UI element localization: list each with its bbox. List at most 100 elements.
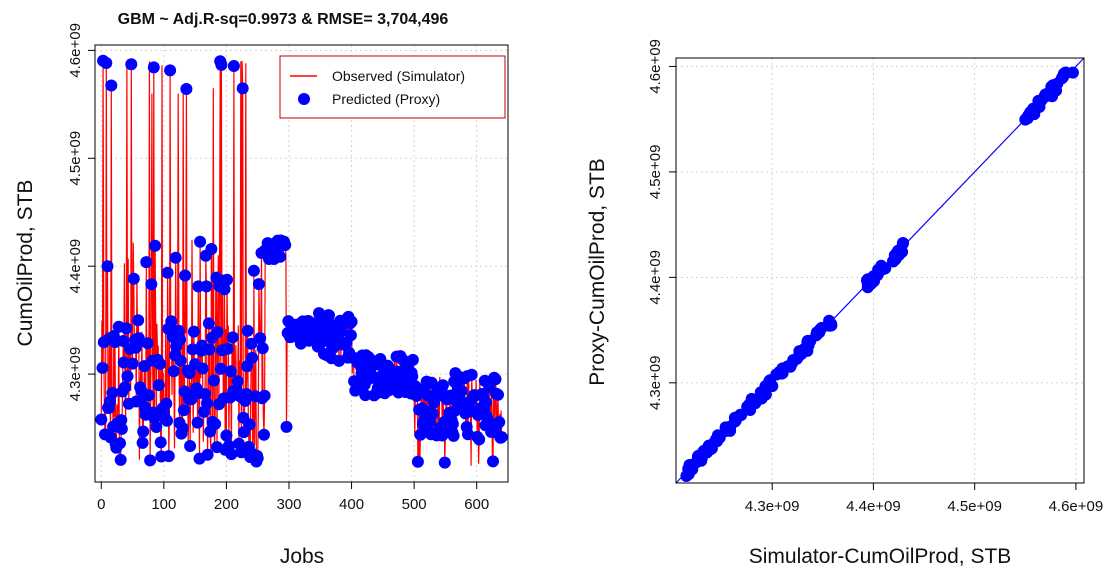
predicted-point <box>258 428 270 441</box>
y-tick-label: 4.5e+09 <box>67 131 84 186</box>
scatter-point <box>875 259 888 272</box>
right-gridlines <box>676 58 1084 483</box>
predicted-point <box>426 407 439 420</box>
predicted-point <box>324 318 337 330</box>
scatter-point <box>699 445 711 458</box>
scatter-point <box>896 237 909 250</box>
y-tick-label: 4.6e+09 <box>647 39 664 94</box>
predicted-point <box>202 317 215 330</box>
predicted-point <box>226 331 239 344</box>
predicted-point <box>161 266 174 279</box>
predicted-point <box>154 436 167 449</box>
predicted-point <box>154 358 167 370</box>
predicted-point <box>256 342 269 355</box>
predicted-point <box>105 79 118 92</box>
predicted-point <box>114 437 126 450</box>
predicted-point <box>120 322 133 335</box>
predicted-point <box>115 414 128 427</box>
predicted-point <box>194 235 207 248</box>
scatter-point <box>1066 66 1079 79</box>
right-x-ticks: 4.3e+09 4.4e+09 4.5e+09 4.6e+09 <box>745 483 1103 515</box>
predicted-point <box>345 315 358 328</box>
x-tick-label: 300 <box>276 496 301 513</box>
predicted-point <box>127 272 140 285</box>
predicted-point <box>258 389 271 402</box>
left-chart: GBM ~ Adj.R-sq=0.9973 & RMSE= 3,704,496 … <box>14 11 509 568</box>
right-scatter-points <box>680 66 1079 482</box>
predicted-point <box>251 452 264 465</box>
scatter-point <box>734 408 747 421</box>
predicted-point <box>164 64 177 77</box>
predicted-point <box>162 450 175 463</box>
predicted-point <box>447 429 460 442</box>
predicted-point <box>220 429 233 442</box>
predicted-point <box>254 332 267 345</box>
predicted-point <box>236 82 249 95</box>
predicted-point <box>126 357 139 370</box>
predicted-point <box>489 373 502 386</box>
predicted-point <box>252 278 265 291</box>
predicted-point <box>406 370 419 383</box>
predicted-point <box>179 269 192 282</box>
left-y-axis-title: CumOilProd, STB <box>14 180 37 347</box>
predicted-point <box>227 60 240 72</box>
predicted-point <box>280 420 293 433</box>
predicted-point <box>148 412 161 425</box>
predicted-point <box>241 324 254 337</box>
y-tick-label: 4.5e+09 <box>647 145 664 200</box>
predicted-point <box>224 365 237 378</box>
predicted-point <box>211 326 224 338</box>
predicted-point <box>209 418 222 430</box>
x-tick-label: 200 <box>214 496 239 513</box>
scatter-point <box>1055 72 1068 85</box>
predicted-point <box>114 453 127 466</box>
predicted-point <box>147 61 160 74</box>
predicted-point <box>465 368 478 381</box>
predicted-point <box>344 329 357 342</box>
predicted-point <box>174 354 187 367</box>
x-tick-label: 4.3e+09 <box>745 498 800 515</box>
predicted-point <box>438 456 451 469</box>
predicted-point <box>150 421 163 433</box>
predicted-point <box>279 239 292 251</box>
scatter-point <box>861 274 873 287</box>
predicted-point <box>140 256 153 269</box>
scatter-point <box>801 336 814 349</box>
predicted-point <box>121 370 134 383</box>
scatter-point <box>762 379 775 392</box>
right-x-axis-title: Simulator-CumOilProd, STB <box>749 545 1012 568</box>
predicted-point <box>335 325 348 338</box>
predicted-point <box>95 413 108 426</box>
predicted-point <box>167 365 180 378</box>
predicted-point <box>100 57 113 69</box>
predicted-point <box>187 325 200 338</box>
predicted-point <box>205 243 218 255</box>
scatter-point <box>1022 109 1035 122</box>
predicted-point <box>176 422 189 435</box>
predicted-point <box>165 315 178 328</box>
scatter-point <box>791 352 803 365</box>
predicted-point <box>218 283 231 296</box>
predicted-point <box>245 337 258 350</box>
predicted-point <box>132 332 145 345</box>
scatter-point <box>889 253 902 266</box>
predicted-point <box>199 388 212 401</box>
left-gridlines <box>95 45 508 482</box>
predicted-point <box>215 58 228 71</box>
left-x-axis-title: Jobs <box>280 545 324 568</box>
predicted-point <box>169 251 182 264</box>
right-y-ticks: 4.3e+09 4.4e+09 4.5e+09 4.6e+09 <box>647 39 676 410</box>
right-y-axis-title: Proxy-CumOilProd, STB <box>586 158 609 386</box>
predicted-point <box>411 455 424 468</box>
predicted-point <box>406 353 419 366</box>
predicted-point <box>119 381 131 394</box>
predicted-point <box>487 455 499 468</box>
legend-label-observed: Observed (Simulator) <box>332 68 465 84</box>
predicted-point <box>177 404 190 417</box>
y-tick-label: 4.3e+09 <box>67 347 84 402</box>
predicted-point <box>492 388 504 401</box>
predicted-point <box>174 333 187 346</box>
predicted-point <box>186 343 199 356</box>
y-tick-label: 4.4e+09 <box>647 250 664 305</box>
